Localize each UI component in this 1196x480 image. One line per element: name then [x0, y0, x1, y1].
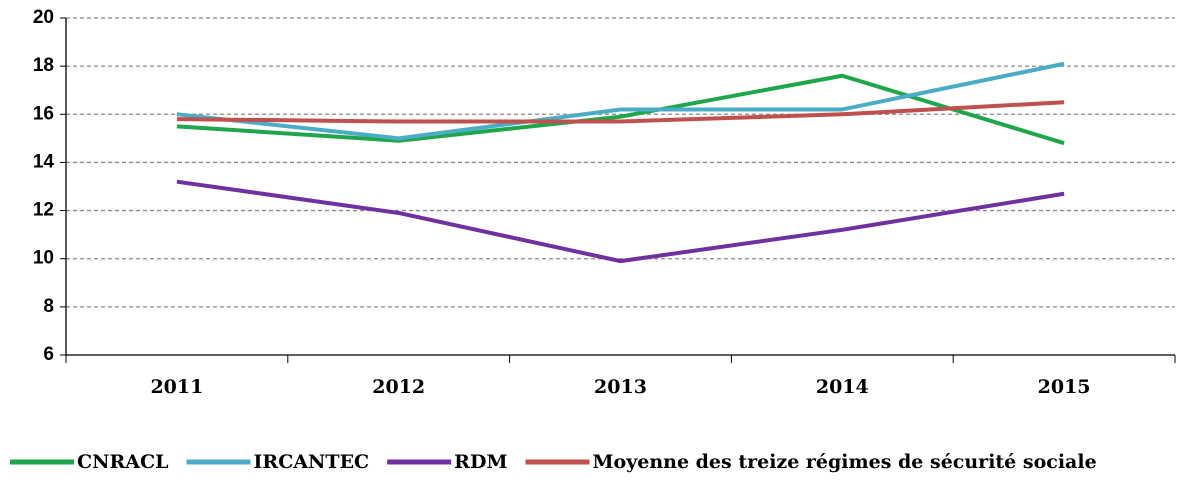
legend-label: Moyenne des treize régimes de sécurité s… — [592, 451, 1096, 473]
x-tick-label: 2013 — [594, 376, 647, 398]
series-line — [176, 73, 1065, 146]
y-tick-label: 20 — [33, 7, 54, 28]
series-line — [176, 61, 1065, 141]
legend-label: RDM — [454, 451, 507, 473]
x-tick-label: 2015 — [1038, 376, 1091, 398]
legend-label: IRCANTEC — [254, 451, 370, 473]
legend-label: CNRACL — [77, 451, 169, 473]
x-tick-label: 2014 — [816, 376, 869, 398]
y-tick-label: 6 — [43, 344, 54, 365]
y-tick-label: 12 — [33, 200, 54, 221]
x-tick-label: 2012 — [372, 376, 425, 398]
y-tick-label: 18 — [33, 55, 54, 76]
x-tick-label: 2011 — [150, 376, 203, 398]
y-tick-label: 14 — [33, 151, 55, 172]
series-line — [176, 179, 1065, 264]
y-tick-label: 8 — [43, 296, 54, 317]
y-tick-label: 16 — [33, 103, 54, 124]
y-tick-label: 10 — [33, 248, 54, 269]
series-line — [176, 100, 1065, 124]
